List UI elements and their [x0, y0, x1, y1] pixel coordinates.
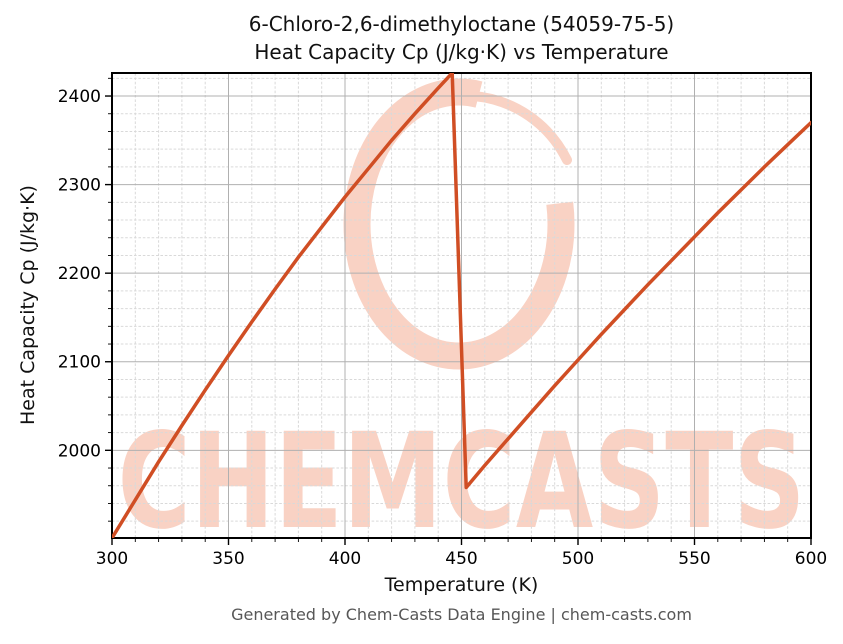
chart-title-line1: 6-Chloro-2,6-dimethyloctane (54059-75-5) — [248, 12, 675, 36]
x-tick-label: 400 — [329, 549, 361, 569]
y-tick-label: 2000 — [58, 441, 101, 461]
x-tick-label: 550 — [678, 549, 710, 569]
y-tick-labels: 2000 2100 2200 2300 2400 — [58, 87, 101, 461]
x-tick-labels: 300 350 400 450 500 550 600 — [96, 549, 827, 569]
chart-title-line2: Heat Capacity Cp (J/kg·K) vs Temperature — [254, 40, 669, 64]
y-tick-label: 2200 — [58, 264, 101, 284]
axes-spines — [111, 72, 812, 539]
chart-title: 6-Chloro-2,6-dimethyloctane (54059-75-5)… — [112, 10, 811, 66]
y-axis-label: Heat Capacity Cp (J/kg·K) — [17, 185, 39, 425]
y-tick-label: 2400 — [58, 87, 101, 107]
x-tick-label: 500 — [562, 549, 594, 569]
y-tick-label: 2100 — [58, 353, 101, 373]
y-tick-label: 2300 — [58, 176, 101, 196]
x-tick-label: 350 — [212, 549, 244, 569]
footer-credit: Generated by Chem-Casts Data Engine | ch… — [231, 605, 692, 624]
x-tick-label: 300 — [96, 549, 128, 569]
x-tick-label: 600 — [795, 549, 827, 569]
cp-curve — [112, 73, 811, 538]
x-tick-label: 450 — [445, 549, 477, 569]
cp-vs-temperature-line — [112, 73, 811, 538]
x-axis-label: Temperature (K) — [384, 574, 539, 596]
